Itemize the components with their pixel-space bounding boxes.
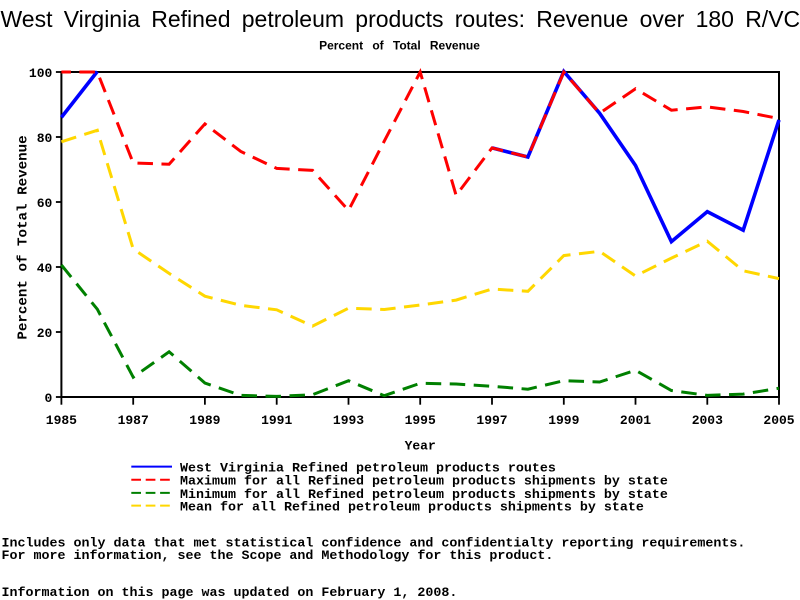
svg-text:Maximum for all Refined petrol: Maximum for all Refined petroleum produc… (180, 475, 668, 490)
svg-text:1999: 1999 (548, 413, 579, 428)
svg-text:Percent of Total Revenue: Percent of Total Revenue (16, 135, 32, 339)
svg-text:1995: 1995 (405, 413, 436, 428)
svg-text:Minimum for all Refined petrol: Minimum for all Refined petroleum produc… (180, 488, 668, 503)
svg-text:1987: 1987 (118, 413, 149, 428)
svg-text:60: 60 (37, 196, 53, 211)
svg-text:Mean for all Refined petroleum: Mean for all Refined petroleum products … (180, 501, 644, 516)
svg-text:2005: 2005 (763, 413, 794, 428)
svg-text:2001: 2001 (620, 413, 651, 428)
svg-text:1997: 1997 (476, 413, 507, 428)
svg-text:40: 40 (37, 261, 53, 276)
svg-text:0: 0 (44, 391, 52, 406)
svg-text:For more information, see the: For more information, see the Scope and … (2, 549, 554, 564)
svg-text:1989: 1989 (189, 413, 220, 428)
svg-text:2003: 2003 (692, 413, 723, 428)
svg-text:Information on this page was u: Information on this page was updated on … (2, 586, 458, 600)
svg-text:20: 20 (37, 326, 53, 341)
svg-text:1991: 1991 (261, 413, 292, 428)
svg-text:West Virginia Refined petroleu: West Virginia Refined petroleum products… (1, 6, 800, 32)
svg-text:Includes only data that met st: Includes only data that met statistical … (2, 536, 746, 551)
svg-text:1985: 1985 (46, 413, 77, 428)
svg-text:Year: Year (405, 439, 436, 454)
svg-text:80: 80 (37, 131, 53, 146)
svg-text:100: 100 (29, 66, 53, 81)
svg-text:1993: 1993 (333, 413, 364, 428)
svg-text:Percent of Total Revenue: Percent of Total Revenue (319, 38, 480, 52)
svg-text:West Virginia Refined petroleu: West Virginia Refined petroleum products… (180, 462, 556, 477)
